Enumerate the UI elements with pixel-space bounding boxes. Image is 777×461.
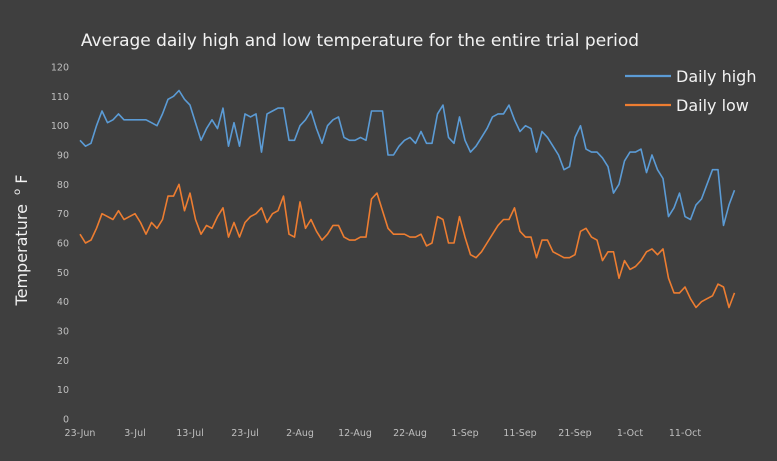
svg-text:Temperature o F: Temperature o F <box>5 175 31 307</box>
y-tick-label: 20 <box>57 356 69 367</box>
x-tick-label: 3-Jul <box>124 428 145 439</box>
series-line-daily-high <box>79 89 736 227</box>
y-tick-label: 50 <box>57 268 69 279</box>
plot-lines <box>79 89 736 309</box>
legend-label: Daily high <box>676 67 756 86</box>
x-tick-label: 2-Aug <box>286 428 314 439</box>
y-tick-label: 10 <box>57 385 69 396</box>
y-axis-label-unit: F <box>12 175 31 184</box>
y-tick-label: 90 <box>57 151 69 162</box>
chart-title: Average daily high and low temperature f… <box>81 31 639 51</box>
x-tick-label: 11-Sep <box>503 428 536 439</box>
y-tick-label: 70 <box>57 209 69 220</box>
series-line-daily-low <box>79 183 736 309</box>
y-axis-label: Temperature o F <box>5 175 31 307</box>
y-tick-label: 110 <box>51 92 69 103</box>
legend: Daily high Daily low <box>625 67 756 115</box>
y-tick-label: 30 <box>57 327 69 338</box>
y-axis-ticks: 0 10 20 30 40 50 60 70 80 90 100 110 120 <box>51 63 69 426</box>
y-tick-label: 40 <box>57 297 69 308</box>
x-tick-label: 23-Jun <box>65 428 96 439</box>
y-tick-label: 60 <box>57 239 69 250</box>
legend-label: Daily low <box>676 96 749 115</box>
y-axis-label-text: Temperature <box>12 204 31 306</box>
x-tick-label: 12-Aug <box>338 428 372 439</box>
x-tick-label: 21-Sep <box>558 428 591 439</box>
x-axis-ticks: 23-Jun 3-Jul 13-Jul 23-Jul 2-Aug 12-Aug 22-Aug… <box>65 428 702 439</box>
x-tick-label: 11-Oct <box>669 428 701 439</box>
x-tick-label: 1-Sep <box>451 428 478 439</box>
x-tick-label: 13-Jul <box>176 428 204 439</box>
x-tick-label: 1-Oct <box>617 428 643 439</box>
y-tick-label: 120 <box>51 63 69 74</box>
y-tick-label: 0 <box>63 415 69 426</box>
x-tick-label: 23-Jul <box>231 428 259 439</box>
y-tick-label: 100 <box>51 121 69 132</box>
x-tick-label: 22-Aug <box>393 428 427 439</box>
y-tick-label: 80 <box>57 180 69 191</box>
y-axis-label-superscript: o <box>12 189 23 195</box>
